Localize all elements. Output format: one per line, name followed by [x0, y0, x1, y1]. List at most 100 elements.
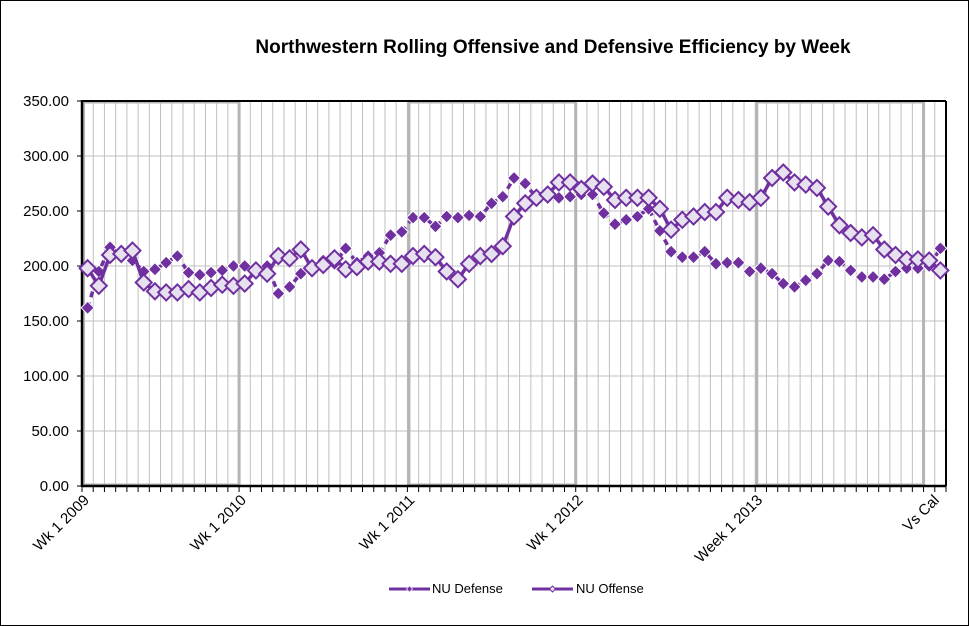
data-point-defense[interactable]	[820, 253, 836, 268]
data-point-offense[interactable]	[291, 240, 311, 259]
data-point-offense[interactable]	[459, 254, 479, 274]
data-point-offense[interactable]	[392, 254, 412, 274]
data-point-defense[interactable]	[80, 300, 95, 316]
data-point-offense[interactable]	[908, 249, 928, 269]
data-point-defense[interactable]	[742, 264, 757, 279]
x-tick-label: Wk 1 2010	[187, 492, 250, 555]
data-point-defense[interactable]	[417, 210, 432, 225]
data-point-defense[interactable]	[877, 271, 892, 287]
data-point-defense[interactable]	[663, 244, 679, 259]
data-point-defense[interactable]	[439, 209, 454, 224]
data-point-defense[interactable]	[719, 255, 735, 270]
data-point-defense[interactable]	[293, 266, 309, 281]
data-point-offense[interactable]	[930, 260, 950, 280]
data-point-defense[interactable]	[473, 209, 488, 224]
data-point-defense[interactable]	[158, 255, 174, 270]
data-point-defense[interactable]	[697, 244, 712, 259]
data-point-defense[interactable]	[405, 210, 421, 225]
data-point-defense[interactable]	[226, 258, 241, 274]
data-point-defense[interactable]	[170, 248, 185, 264]
data-point-offense[interactable]	[751, 188, 771, 208]
data-point-defense[interactable]	[753, 260, 769, 276]
data-point-defense[interactable]	[630, 209, 645, 224]
data-point-defense[interactable]	[282, 279, 297, 295]
data-point-offense[interactable]	[538, 185, 558, 204]
data-point-defense[interactable]	[809, 266, 825, 281]
data-point-offense[interactable]	[706, 202, 726, 222]
data-point-defense[interactable]	[607, 216, 623, 232]
data-point-offense[interactable]	[448, 269, 468, 289]
data-point-defense[interactable]	[933, 241, 948, 256]
data-point-defense[interactable]	[450, 210, 466, 225]
data-point-offense[interactable]	[280, 248, 299, 268]
data-point-defense[interactable]	[203, 265, 219, 280]
data-point-offense[interactable]	[325, 248, 344, 268]
data-point-defense[interactable]	[764, 266, 780, 281]
legend-label-defense: NU Defense	[432, 581, 503, 596]
data-point-defense[interactable]	[708, 256, 724, 272]
data-point-offense[interactable]	[313, 255, 333, 275]
data-point-offense[interactable]	[829, 215, 849, 235]
data-point-offense[interactable]	[818, 197, 838, 217]
data-point-offense[interactable]	[212, 275, 232, 295]
data-point-defense[interactable]	[585, 187, 600, 202]
data-point-offense[interactable]	[369, 252, 389, 272]
data-point-offense[interactable]	[482, 244, 501, 264]
data-point-offense[interactable]	[560, 172, 580, 192]
legend-item-offense[interactable]: NU Offense	[532, 581, 644, 596]
legend-item-defense[interactable]: NU Defense	[389, 581, 503, 596]
data-point-defense[interactable]	[192, 267, 208, 283]
data-point-defense[interactable]	[843, 263, 858, 278]
data-point-offense[interactable]	[89, 276, 109, 296]
data-point-offense[interactable]	[594, 177, 614, 197]
data-point-offense[interactable]	[257, 264, 277, 284]
data-point-offense[interactable]	[717, 188, 737, 208]
data-point-defense[interactable]	[888, 264, 903, 279]
data-point-defense[interactable]	[596, 205, 611, 221]
data-point-defense[interactable]	[506, 170, 522, 186]
data-point-defense[interactable]	[495, 189, 510, 204]
data-point-defense[interactable]	[832, 254, 847, 269]
data-point-defense[interactable]	[776, 276, 791, 291]
data-point-offense[interactable]	[504, 207, 524, 226]
data-point-offense[interactable]	[426, 247, 445, 267]
data-point-defense[interactable]	[428, 219, 443, 234]
data-point-offense[interactable]	[414, 244, 434, 264]
data-point-offense[interactable]	[661, 220, 681, 240]
data-point-offense[interactable]	[268, 246, 288, 266]
data-point-defense[interactable]	[798, 273, 813, 288]
data-point-defense[interactable]	[731, 255, 746, 270]
data-point-defense[interactable]	[787, 279, 802, 295]
data-point-offense[interactable]	[145, 281, 165, 301]
chart-title: Northwestern Rolling Offensive and Defen…	[255, 37, 851, 58]
data-point-offense[interactable]	[134, 273, 154, 292]
data-point-offense[interactable]	[123, 241, 142, 261]
data-point-defense[interactable]	[518, 176, 533, 191]
data-point-defense[interactable]	[394, 224, 409, 240]
data-point-defense[interactable]	[619, 212, 634, 228]
data-point-defense[interactable]	[675, 249, 690, 265]
data-point-offense[interactable]	[919, 251, 939, 270]
data-point-offense[interactable]	[650, 199, 670, 219]
data-point-offense[interactable]	[235, 274, 255, 294]
data-point-offense[interactable]	[863, 225, 883, 245]
data-point-offense[interactable]	[773, 163, 793, 182]
data-point-defense[interactable]	[854, 269, 870, 285]
data-point-offense[interactable]	[437, 262, 457, 281]
data-point-defense[interactable]	[271, 286, 286, 301]
data-point-defense[interactable]	[865, 269, 881, 285]
data-point-offense[interactable]	[807, 178, 827, 198]
data-point-defense[interactable]	[383, 227, 398, 243]
data-point-defense[interactable]	[338, 241, 353, 256]
data-point-defense[interactable]	[484, 196, 499, 211]
y-tick-label: 0.00	[40, 478, 69, 495]
data-point-defense[interactable]	[147, 262, 163, 277]
data-point-defense[interactable]	[686, 249, 701, 265]
data-point-defense[interactable]	[181, 265, 196, 280]
data-point-offense[interactable]	[639, 188, 659, 208]
data-point-defense[interactable]	[461, 208, 477, 223]
data-point-offense[interactable]	[78, 258, 98, 278]
data-point-offense[interactable]	[729, 190, 748, 210]
data-point-offense[interactable]	[874, 240, 894, 259]
data-point-offense[interactable]	[493, 236, 513, 256]
